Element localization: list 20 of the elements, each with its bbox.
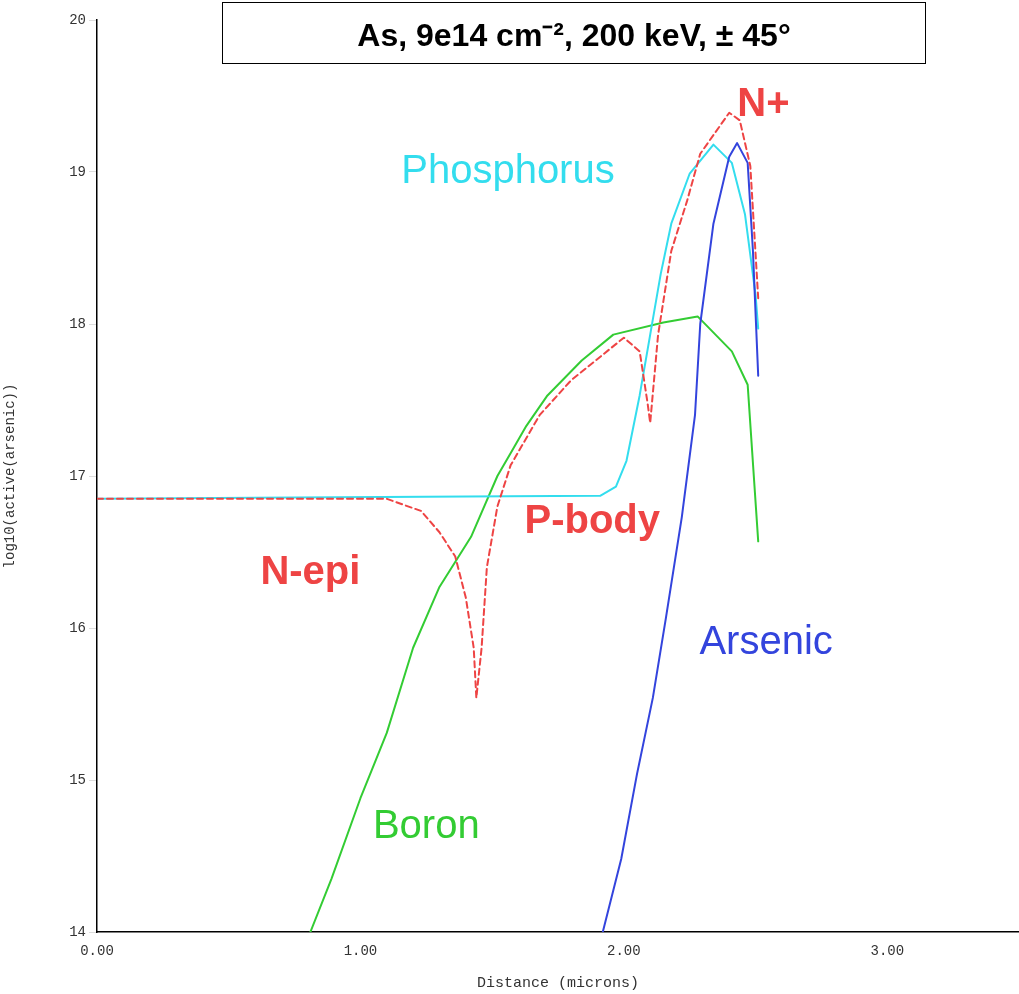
y-axis-title: log10(active(arsenic)) <box>2 383 19 569</box>
annotation: N-epi <box>260 548 361 593</box>
series-label: Boron <box>372 802 480 847</box>
y-tick-label: 20 <box>69 11 86 28</box>
x-axis-title: Distance (microns) <box>476 974 640 992</box>
x-tick-label: 3.00 <box>870 943 905 960</box>
annotation: P-body <box>524 496 661 541</box>
x-tick-label: 0.00 <box>80 943 114 960</box>
y-tick-label: 18 <box>69 315 86 332</box>
series-label: Arsenic <box>699 618 833 663</box>
y-tick-label: 19 <box>69 163 86 180</box>
annotation: N+ <box>737 80 790 125</box>
chart-title: As, 9e14 cm⁻², 200 keV, ± 45° <box>222 2 926 64</box>
y-tick-label: 15 <box>69 771 86 788</box>
y-tick-label: 17 <box>69 467 86 484</box>
y-tick-label: 16 <box>69 619 86 636</box>
series-label: Phosphorus <box>401 147 615 192</box>
x-tick-label: 2.00 <box>607 943 641 960</box>
x-tick-label: 1.00 <box>343 943 378 960</box>
y-tick-label: 14 <box>69 923 86 940</box>
